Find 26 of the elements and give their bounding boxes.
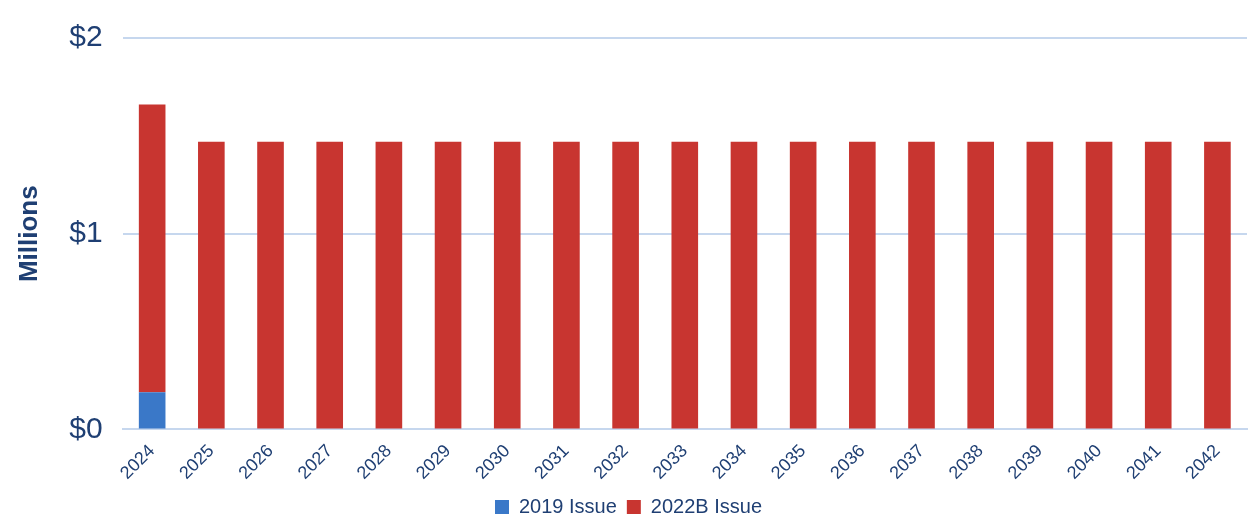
y-axis-title: Millions [12,185,43,283]
y-tick-label: $1 [69,214,103,248]
y-tick-label: $2 [69,19,103,53]
bar [434,141,462,429]
bar [967,141,994,429]
bar [1026,141,1054,429]
bar [1085,141,1113,429]
bar [316,141,344,429]
bar [198,141,225,429]
bar [1204,141,1231,429]
bar [257,141,284,429]
bar [375,141,403,429]
bar [493,141,521,429]
bar [789,141,817,429]
bar [908,141,935,429]
bar [612,141,639,429]
y-tick-label: $0 [69,410,103,444]
legend-label: 2022B Issue [650,494,763,517]
bar [138,392,166,429]
bar [730,141,758,429]
bar [138,104,166,393]
bar [1144,141,1172,429]
bar [849,141,876,429]
bar [553,141,580,429]
bar [671,141,699,429]
legend-label: 2019 Issue [518,494,617,517]
